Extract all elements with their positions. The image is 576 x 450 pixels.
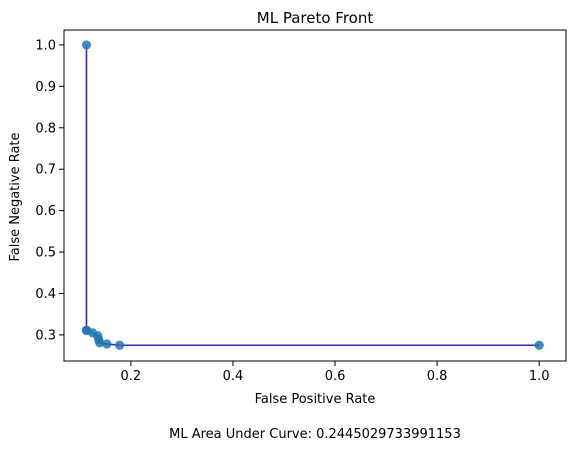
x-tick-label: 0.4 <box>223 369 244 384</box>
chart-title: ML Pareto Front <box>257 9 374 27</box>
y-tick-label: 0.8 <box>35 121 56 136</box>
y-tick-label: 0.4 <box>35 287 56 302</box>
y-tick-label: 0.9 <box>35 80 56 95</box>
y-tick-label: 1.0 <box>35 38 56 53</box>
plot-area: 0.2 0.4 0.6 0.8 1.0 0.3 0.4 0.5 0.6 0.7 0.8 0.9 1.0 <box>35 29 567 384</box>
data-point <box>115 340 125 350</box>
y-tick-label: 0.5 <box>35 246 56 261</box>
x-tick-label: 0.8 <box>427 369 448 384</box>
x-axis-label: False Positive Rate <box>255 392 376 407</box>
data-point <box>95 338 105 348</box>
data-point <box>102 339 112 349</box>
y-tick-label: 0.7 <box>35 163 56 178</box>
y-axis-label: False Negative Rate <box>8 132 23 261</box>
y-tick-label: 0.3 <box>35 328 56 343</box>
area-under-curve-caption: ML Area Under Curve: 0.2445029733991153 <box>169 427 461 442</box>
x-tick-label: 1.0 <box>529 369 550 384</box>
y-tick-label: 0.6 <box>35 204 56 219</box>
plot-frame <box>63 29 567 362</box>
data-point <box>534 340 544 350</box>
data-point <box>81 40 92 50</box>
x-tick-label: 0.2 <box>121 369 142 384</box>
x-tick-label: 0.6 <box>325 369 346 384</box>
